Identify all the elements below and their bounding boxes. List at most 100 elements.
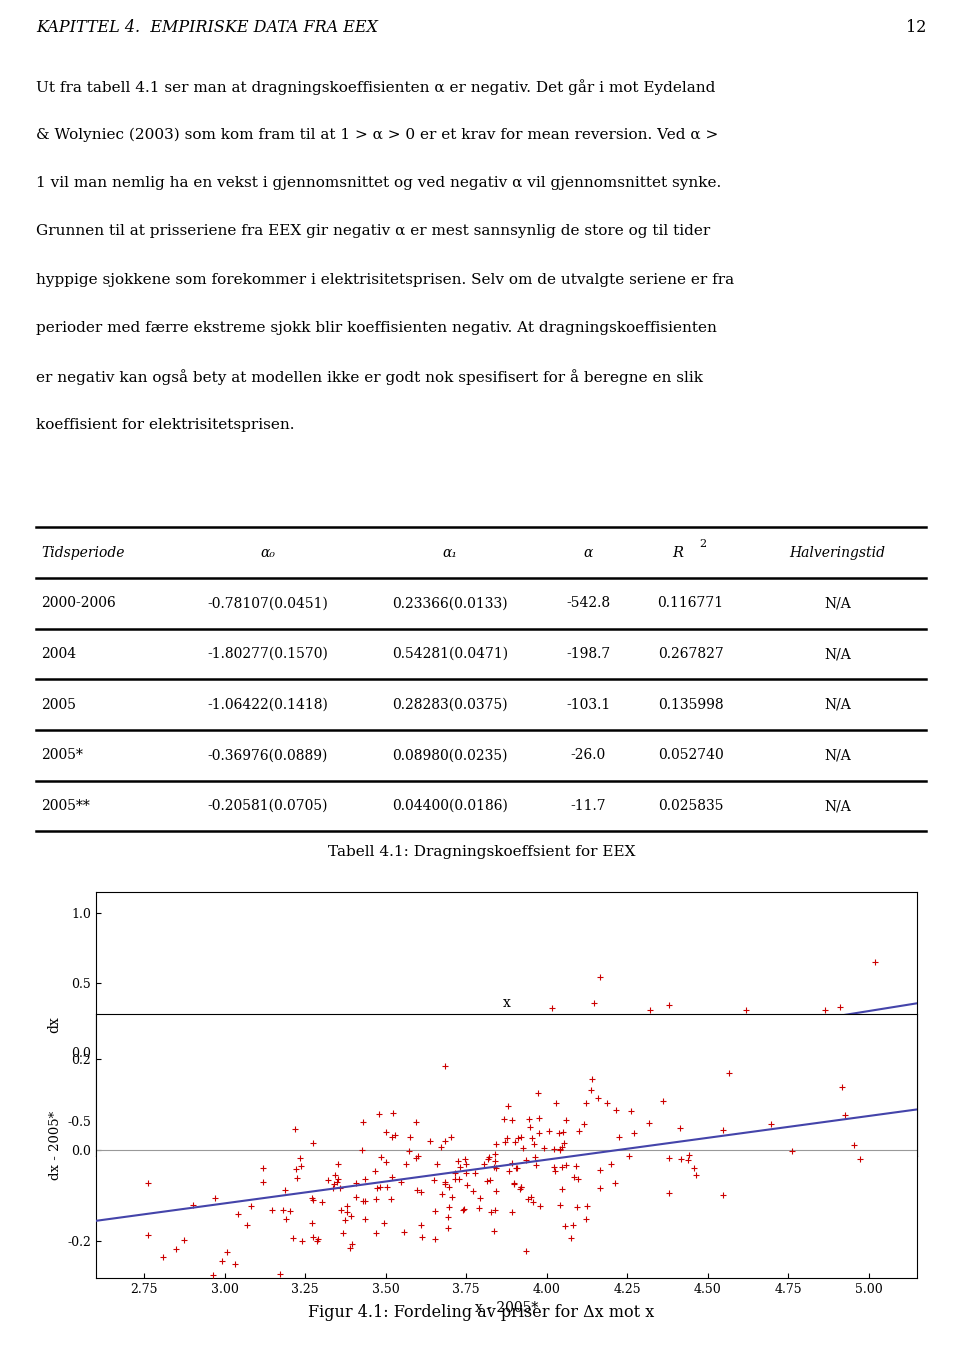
Point (470, 1076, 486, 1098)
Point (229, 1103, 245, 1125)
Point (426, 1168, 442, 1190)
Point (244, 1101, 259, 1122)
Point (433, 1136, 448, 1157)
Point (641, 1111, 657, 1133)
Point (243, 1125, 258, 1146)
Point (483, 1169, 498, 1191)
Point (162, 1110, 178, 1132)
Point (443, 1126, 458, 1148)
Point (554, 1137, 569, 1159)
Point (169, 1060, 184, 1082)
Point (337, 1209, 352, 1230)
Point (417, 1078, 432, 1099)
Point (407, 1113, 422, 1134)
Point (391, 1083, 406, 1105)
Point (738, 999, 754, 1021)
Point (325, 1071, 341, 1092)
Point (157, 1098, 173, 1119)
Point (357, 1086, 372, 1107)
Point (413, 1214, 428, 1236)
Point (498, 1132, 514, 1153)
Point (597, 1019, 612, 1041)
Point (552, 1138, 567, 1160)
Point (867, 952, 882, 973)
Point (386, 1052, 401, 1073)
Point (624, 1060, 639, 1082)
Point (674, 1148, 689, 1169)
Point (314, 1191, 329, 1213)
Point (293, 1091, 308, 1113)
Point (415, 1065, 430, 1087)
Point (398, 1153, 414, 1175)
Point (497, 1072, 513, 1094)
Point (613, 1091, 629, 1113)
Point (127, 1113, 142, 1134)
Point (327, 1164, 343, 1186)
Point (311, 1082, 326, 1103)
Point (298, 1114, 313, 1136)
Text: 0.267827: 0.267827 (658, 648, 724, 661)
Point (344, 1087, 359, 1109)
Point (656, 1053, 671, 1075)
Point (276, 1099, 291, 1121)
Point (240, 1080, 255, 1102)
Point (568, 1156, 584, 1178)
Point (428, 1201, 444, 1222)
Point (389, 1129, 404, 1151)
Point (219, 1076, 234, 1098)
Point (378, 1151, 394, 1172)
Point (819, 1044, 834, 1065)
Text: Grunnen til at prisseriene fra EEX gir negativ α er mest sannsynlig de store og : Grunnen til at prisseriene fra EEX gir n… (36, 224, 710, 238)
Point (408, 1111, 423, 1133)
Point (570, 1168, 586, 1190)
Point (417, 1092, 432, 1114)
Point (486, 1156, 501, 1178)
Point (319, 1109, 334, 1130)
Point (369, 1103, 384, 1125)
Point (547, 1160, 563, 1182)
Point (508, 1157, 523, 1179)
Point (374, 1061, 390, 1083)
Point (419, 1073, 434, 1095)
Point (488, 1180, 503, 1202)
Point (140, 1172, 156, 1194)
Point (207, 1099, 223, 1121)
Point (682, 1019, 697, 1041)
Point (273, 1263, 288, 1284)
Point (564, 1228, 579, 1249)
Point (514, 1176, 529, 1198)
Point (219, 1241, 234, 1263)
Point (348, 1186, 364, 1207)
Point (532, 1034, 547, 1056)
Point (565, 1214, 581, 1236)
Point (457, 1082, 472, 1103)
Point (444, 1186, 460, 1207)
Point (405, 1073, 420, 1095)
Point (487, 1063, 502, 1084)
Point (351, 1075, 367, 1096)
Point (602, 1051, 617, 1072)
Point (552, 1122, 567, 1144)
Point (488, 1023, 503, 1045)
Point (642, 999, 658, 1021)
Point (603, 1153, 618, 1175)
Point (287, 1118, 302, 1140)
Point (397, 1091, 413, 1113)
Point (484, 1055, 499, 1076)
Text: α₀: α₀ (260, 546, 276, 560)
Point (496, 1109, 512, 1130)
Point (623, 1101, 638, 1122)
Point (288, 1105, 303, 1126)
Point (333, 1199, 348, 1221)
Point (439, 1082, 454, 1103)
Point (579, 1044, 594, 1065)
Point (277, 1111, 293, 1133)
Point (398, 1110, 414, 1132)
Point (619, 1032, 635, 1053)
Point (501, 1160, 516, 1182)
Point (305, 1226, 321, 1248)
Point (275, 1199, 290, 1221)
Point (471, 1044, 487, 1065)
Point (370, 1071, 385, 1092)
Text: perioder med færre ekstreme sjokk blir koeffisienten negativ. At dragningskoeffi: perioder med færre ekstreme sjokk blir k… (36, 322, 717, 335)
